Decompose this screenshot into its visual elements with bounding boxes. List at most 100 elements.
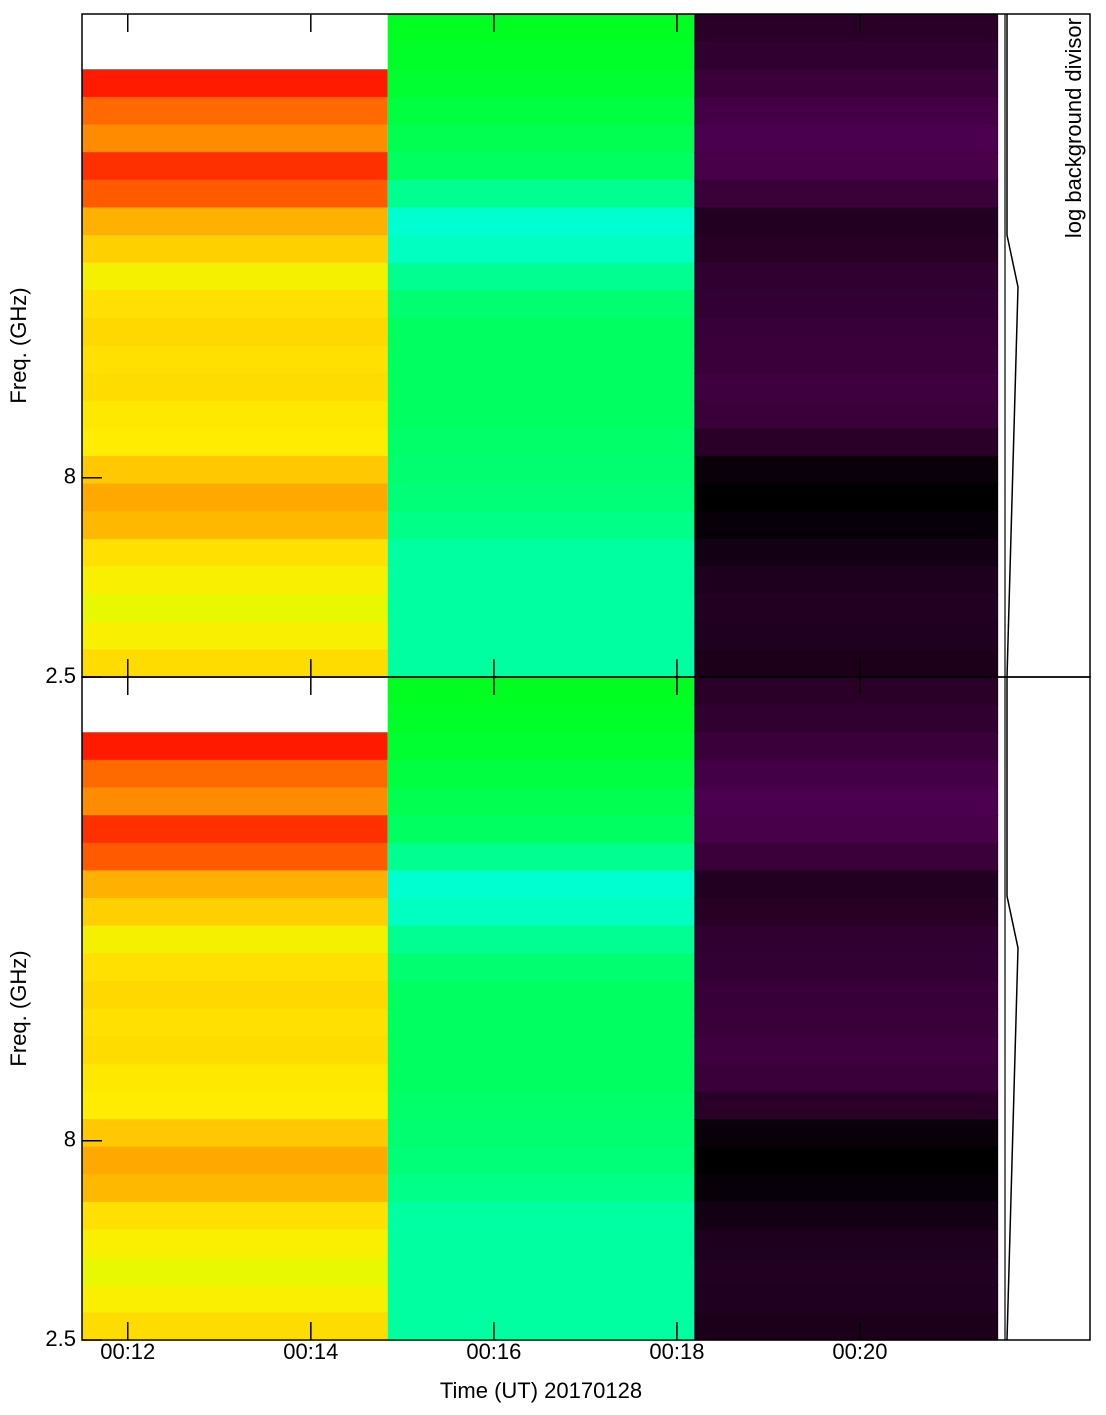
heatmap-cell [387, 124, 695, 153]
heatmap-cell [82, 152, 388, 181]
heatmap-cell [694, 317, 999, 347]
heatmap-cell [694, 787, 999, 816]
heatmap-cell [694, 235, 999, 264]
heatmap-cell [387, 400, 695, 429]
heatmap-cell [387, 511, 695, 540]
heatmap-cell [82, 759, 388, 789]
heatmap-cell [694, 1146, 999, 1175]
heatmap-cell [694, 842, 999, 871]
heatmap-cell [694, 1174, 999, 1203]
heatmap-cell [694, 1312, 999, 1341]
heatmap-cell [694, 1257, 999, 1286]
heatmap-cell [82, 1257, 388, 1286]
heatmap-cell [387, 41, 695, 70]
heatmap-cell [387, 179, 695, 208]
heatmap-cell [694, 179, 999, 208]
heatmap-cell [694, 1119, 999, 1148]
heatmap-cell [694, 704, 999, 733]
heatmap-cell [387, 456, 695, 485]
heatmap-cell [82, 925, 388, 954]
heatmap-cell [387, 898, 695, 927]
x-tick-label: 00:20 [832, 1339, 887, 1364]
heatmap-cell [387, 1257, 695, 1286]
y-tick-label: 2.5 [45, 663, 76, 688]
heatmap-cell [694, 732, 999, 761]
heatmap-cell [82, 538, 388, 568]
heatmap-cell [387, 704, 695, 733]
heatmap-cell [694, 124, 999, 153]
heatmap-cell [387, 152, 695, 181]
heatmap-cell [82, 1063, 388, 1092]
heatmap-cell [387, 207, 695, 236]
heatmap-cell [694, 96, 999, 126]
heatmap-cell [82, 262, 388, 291]
heatmap-cell [82, 1201, 388, 1231]
heatmap-cell [387, 1063, 695, 1092]
heatmap-cell [82, 1229, 388, 1258]
heatmap-cell [694, 621, 999, 650]
heatmap-cell [82, 787, 388, 816]
heatmap-cell [82, 483, 388, 512]
plots [82, 14, 999, 1341]
divisor-curve [1006, 677, 1019, 1341]
heatmap-cell [387, 649, 695, 678]
divisor-curve [1006, 14, 1019, 678]
heatmap-cell [387, 566, 695, 595]
heatmap-cell [82, 400, 388, 429]
heatmap-cell [387, 1174, 695, 1203]
heatmap-cell [387, 69, 695, 98]
heatmap-cell [694, 262, 999, 291]
heatmap-cell [82, 732, 388, 761]
heatmap-cell [387, 1008, 695, 1037]
heatmap-cell [82, 842, 388, 871]
heatmap-cell [387, 621, 695, 650]
heatmap-cell [82, 594, 388, 623]
heatmap-cell [387, 594, 695, 623]
heatmap-cell [82, 290, 388, 319]
heatmap-cell [694, 594, 999, 623]
x-tick-label: 00:18 [649, 1339, 704, 1364]
x-tick-label: 00:12 [100, 1339, 155, 1364]
heatmap-cell [387, 787, 695, 816]
heatmap-cell [694, 759, 999, 789]
heatmap-cell [82, 207, 388, 236]
y-tick-label: 8 [64, 1127, 76, 1152]
heatmap-cell [387, 925, 695, 954]
heatmap-cell [694, 925, 999, 954]
heatmap-cell [694, 1284, 999, 1313]
heatmap-cell [694, 566, 999, 595]
heatmap-cell [387, 290, 695, 319]
heatmap-cell [387, 1201, 695, 1231]
heatmap-cell [82, 96, 388, 126]
heatmap-cell [82, 953, 388, 982]
heatmap-cell [82, 815, 388, 844]
heatmap-cell [82, 179, 388, 208]
heatmap-cell [82, 566, 388, 595]
heatmap-cell [694, 483, 999, 512]
heatmap-cell [82, 1174, 388, 1203]
heatmap-cell [82, 373, 388, 402]
heatmap-cell [694, 69, 999, 98]
heatmap-cell [387, 732, 695, 761]
heatmap-cell [694, 1063, 999, 1092]
heatmap-cell [387, 14, 695, 43]
heatmap-cell [387, 953, 695, 982]
heatmap-cell [694, 953, 999, 982]
heatmap-cell [694, 898, 999, 927]
heatmap-cell [387, 1119, 695, 1148]
heatmap-cell [387, 262, 695, 291]
heatmap-cell [387, 373, 695, 402]
heatmap-cell [387, 1312, 695, 1341]
heatmap-cell [82, 511, 388, 540]
heatmap-cell [82, 1036, 388, 1065]
heatmap-cell [387, 1036, 695, 1065]
frame [81, 676, 1091, 1341]
heatmap-cell [387, 677, 695, 706]
heatmap-cell [82, 456, 388, 485]
heatmap-cell [82, 870, 388, 899]
heatmap-cell [387, 538, 695, 568]
y-axis-label: Freq. (GHz) [6, 950, 31, 1066]
heatmap-cell [694, 538, 999, 568]
heatmap-cell [694, 456, 999, 485]
